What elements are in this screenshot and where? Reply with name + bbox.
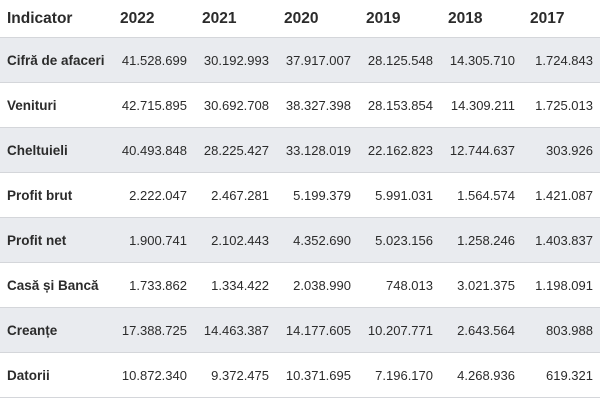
cell-value: 1.258.246 <box>440 217 522 263</box>
cell-value: 38.327.398 <box>276 82 358 128</box>
cell-value: 2.038.990 <box>276 262 358 308</box>
row-label: Creanțe <box>0 307 112 353</box>
cell-value: 1.724.843 <box>522 37 600 83</box>
cell-value: 10.371.695 <box>276 352 358 398</box>
column-header: Indicator <box>0 0 112 38</box>
row-label: Datorii <box>0 352 112 398</box>
header-row: Indicator 2022 2021 2020 2019 2018 2017 <box>0 0 600 38</box>
column-header: 2018 <box>440 0 522 38</box>
cell-value: 2.643.564 <box>440 307 522 353</box>
cell-value: 1.334.422 <box>194 262 276 308</box>
row-label: Profit brut <box>0 172 112 218</box>
cell-value: 14.177.605 <box>276 307 358 353</box>
cell-value: 12.744.637 <box>440 127 522 173</box>
row-label: Profit net <box>0 217 112 263</box>
column-header: 2021 <box>194 0 276 38</box>
cell-value: 1.198.091 <box>522 262 600 308</box>
table-row: Datorii 10.872.340 9.372.475 10.371.695 7.19… <box>0 352 600 398</box>
column-header: 2020 <box>276 0 358 38</box>
cell-value: 30.192.993 <box>194 37 276 83</box>
cell-value: 1.564.574 <box>440 172 522 218</box>
column-header: 2019 <box>358 0 440 38</box>
table-row: Profit net 1.900.741 2.102.443 4.352.690 5.0… <box>0 217 600 263</box>
cell-value: 5.199.379 <box>276 172 358 218</box>
column-header: 2022 <box>112 0 194 38</box>
cell-value: 619.321 <box>522 352 600 398</box>
cell-value: 37.917.007 <box>276 37 358 83</box>
row-label: Cifră de afaceri <box>0 37 112 83</box>
cell-value: 14.305.710 <box>440 37 522 83</box>
cell-value: 303.926 <box>522 127 600 173</box>
table-body: Cifră de afaceri 41.528.699 30.192.993 37.9… <box>0 37 600 398</box>
cell-value: 17.388.725 <box>112 307 194 353</box>
table-row: Venituri 42.715.895 30.692.708 38.327.398 28… <box>0 82 600 128</box>
table-row: Creanțe 17.388.725 14.463.387 14.177.605 10.… <box>0 307 600 353</box>
cell-value: 28.125.548 <box>358 37 440 83</box>
cell-value: 2.222.047 <box>112 172 194 218</box>
cell-value: 22.162.823 <box>358 127 440 173</box>
cell-value: 33.128.019 <box>276 127 358 173</box>
column-header: 2017 <box>522 0 600 38</box>
table-row: Cifră de afaceri 41.528.699 30.192.993 37.9… <box>0 37 600 83</box>
cell-value: 10.207.771 <box>358 307 440 353</box>
cell-value: 5.023.156 <box>358 217 440 263</box>
cell-value: 5.991.031 <box>358 172 440 218</box>
cell-value: 1.421.087 <box>522 172 600 218</box>
cell-value: 1.733.862 <box>112 262 194 308</box>
cell-value: 2.102.443 <box>194 217 276 263</box>
table-row: Profit brut 2.222.047 2.467.281 5.199.379 5.… <box>0 172 600 218</box>
cell-value: 1.900.741 <box>112 217 194 263</box>
cell-value: 10.872.340 <box>112 352 194 398</box>
cell-value: 28.153.854 <box>358 82 440 128</box>
cell-value: 28.225.427 <box>194 127 276 173</box>
cell-value: 4.268.936 <box>440 352 522 398</box>
cell-value: 1.725.013 <box>522 82 600 128</box>
table-row: Casă și Bancă 1.733.862 1.334.422 2.038.990… <box>0 262 600 308</box>
cell-value: 7.196.170 <box>358 352 440 398</box>
cell-value: 748.013 <box>358 262 440 308</box>
table-row: Cheltuieli 40.493.848 28.225.427 33.128.019… <box>0 127 600 173</box>
cell-value: 2.467.281 <box>194 172 276 218</box>
cell-value: 40.493.848 <box>112 127 194 173</box>
cell-value: 42.715.895 <box>112 82 194 128</box>
cell-value: 14.463.387 <box>194 307 276 353</box>
cell-value: 1.403.837 <box>522 217 600 263</box>
cell-value: 4.352.690 <box>276 217 358 263</box>
cell-value: 41.528.699 <box>112 37 194 83</box>
cell-value: 14.309.211 <box>440 82 522 128</box>
row-label: Casă și Bancă <box>0 262 112 308</box>
row-label: Venituri <box>0 82 112 128</box>
row-label: Cheltuieli <box>0 127 112 173</box>
cell-value: 3.021.375 <box>440 262 522 308</box>
cell-value: 9.372.475 <box>194 352 276 398</box>
cell-value: 30.692.708 <box>194 82 276 128</box>
cell-value: 803.988 <box>522 307 600 353</box>
